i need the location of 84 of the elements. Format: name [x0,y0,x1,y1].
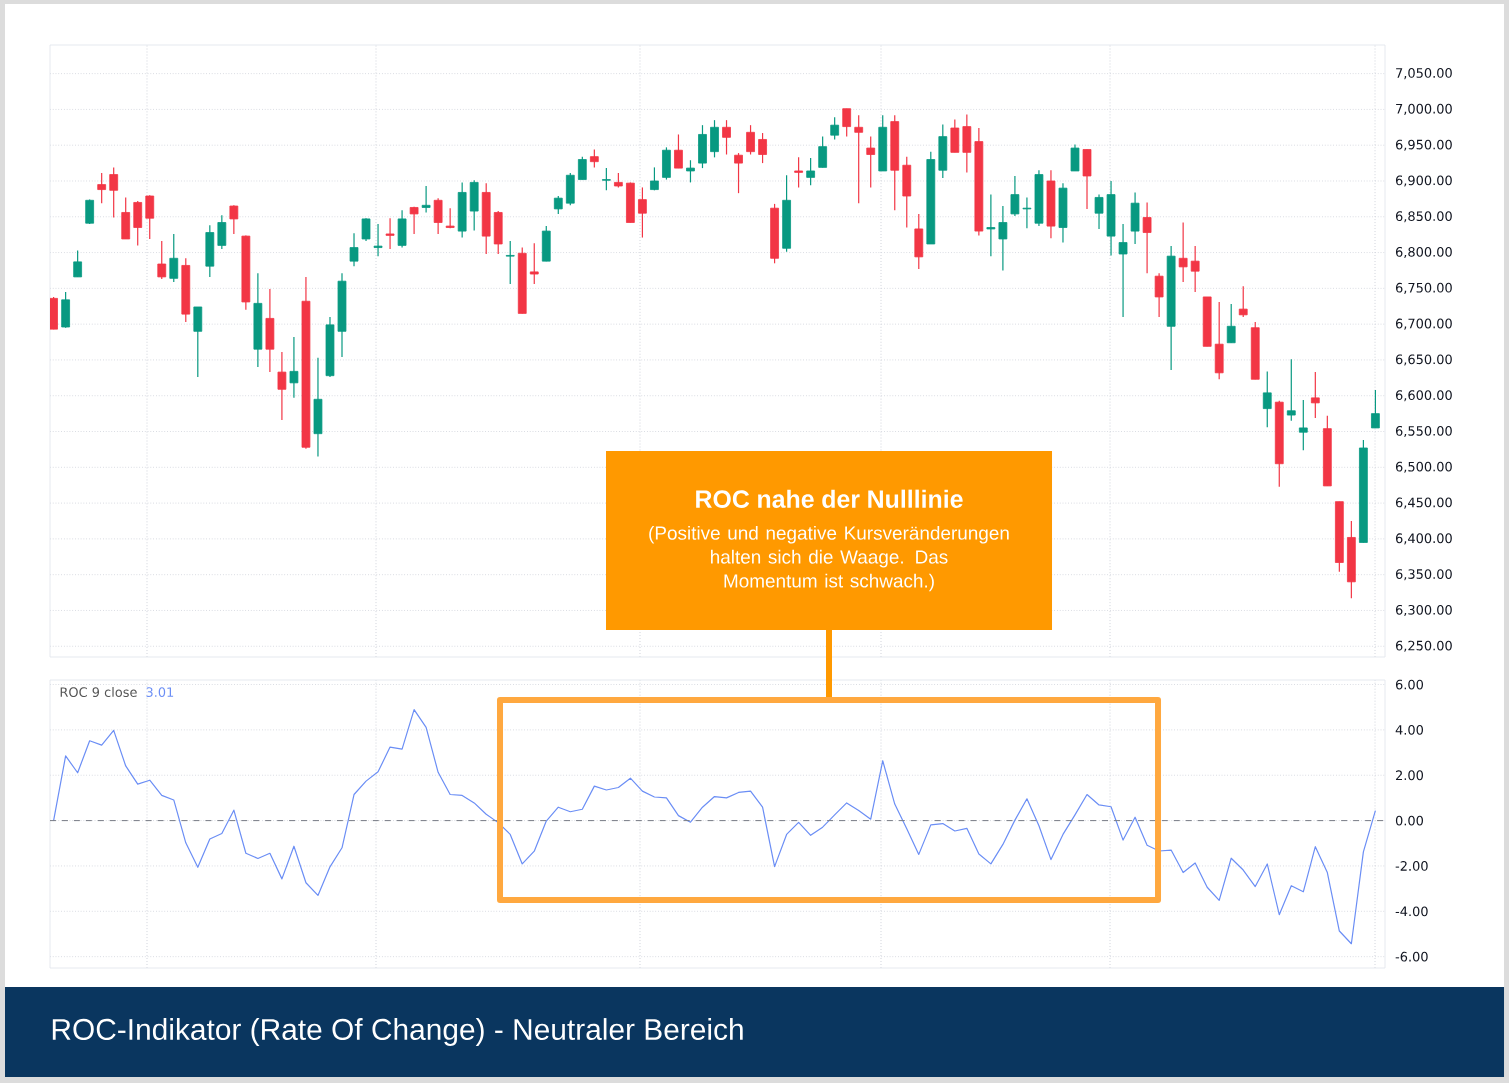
candlestick [409,206,419,235]
candlestick [1070,143,1080,172]
candlestick [169,233,179,283]
candlestick [1310,371,1320,419]
candlestick [217,214,227,250]
candlestick [1226,303,1236,344]
y-tick-label: 6,950.00 [1395,139,1452,151]
candlestick [830,116,840,141]
candlestick [277,351,287,421]
y-tick-label: -6.00 [1395,951,1428,962]
y-tick-label: 6,550.00 [1395,425,1452,438]
candlestick [854,114,864,204]
candlestick [1238,285,1248,318]
y-tick-label: 6,850.00 [1395,211,1452,223]
candlestick [109,166,119,219]
candlestick [97,172,107,204]
y-tick-label: 6,300.00 [1395,604,1452,617]
candlestick [361,217,371,242]
y-tick-label: 6,750.00 [1395,282,1452,294]
candlestick [842,108,852,138]
candlestick [734,152,743,194]
y-tick-label: 6,500.00 [1395,461,1452,473]
candlestick [1298,399,1308,451]
candlestick [1010,175,1020,217]
annotation: 3.01 [146,687,174,698]
candlestick [986,193,996,257]
candlestick [145,194,155,240]
candlestick [289,336,299,399]
y-tick-label: 6,600.00 [1395,390,1452,402]
candlestick [1190,245,1200,293]
candlestick [638,186,647,239]
candlestick [373,223,383,257]
text: ROC-Indikator (Rate Of Change) - Neutraler Bereich [52,1018,743,1046]
candlestick [385,217,395,250]
candlestick [722,119,731,156]
candlestick [157,240,167,280]
candlestick [529,242,539,285]
y-tick-label: 6.00 [1395,679,1424,690]
candlestick [349,232,359,267]
candlestick [818,136,828,168]
candlestick [601,167,611,191]
y-tick-label: 6,400.00 [1395,533,1452,545]
candlestick [1022,196,1032,229]
candlestick [674,133,683,169]
candlestick [1286,358,1296,422]
y-tick-label: 6,700.00 [1395,318,1452,330]
y-tick-label: -4.00 [1395,906,1428,917]
candlestick [421,185,431,214]
candlestick [758,132,767,164]
y-tick-label: 6,450.00 [1395,497,1452,509]
y-tick-label: 0.00 [1395,815,1424,826]
candlestick [794,156,803,189]
y-tick-label: 6,900.00 [1395,175,1452,187]
y-tick-label: 7,050.00 [1396,68,1452,80]
y-tick-label: 4.00 [1395,725,1424,735]
candlestick [998,205,1008,272]
candlestick [1142,201,1152,274]
candlestick [746,124,755,156]
candlestick [505,240,515,285]
candlestick [1154,272,1164,318]
candlestick [85,199,95,225]
candlestick [1262,370,1272,428]
candlestick [806,157,815,186]
y-tick-label: 7,000.00 [1396,103,1452,115]
candlestick [1371,389,1380,429]
y-tick-label: 6,800.00 [1395,247,1452,259]
y-tick-label: 6,650.00 [1395,354,1452,366]
annotation: (Positive und negative Kursveränderungen halten sich die Waage. Das Momentum ist schwach.) [649,525,1009,592]
candlestick [686,159,695,184]
candlestick [1118,223,1128,318]
candlestick [433,197,443,235]
y-tick-label: 6,350.00 [1395,569,1452,581]
candlestick [1094,193,1104,230]
candlestick [866,136,876,189]
annotation: ROC nahe der Nulllinie [696,489,963,508]
candlestick [1178,221,1188,283]
candlestick [229,204,239,235]
y-tick-label: -2.00 [1395,861,1428,871]
line-series [53,709,1377,945]
y-tick-label: 2.00 [1395,770,1424,781]
candlestick [73,249,82,278]
y-tick-label: 6,250.00 [1395,640,1452,652]
candlestick [577,156,587,181]
chart-title: ROC 9 close [60,686,137,698]
